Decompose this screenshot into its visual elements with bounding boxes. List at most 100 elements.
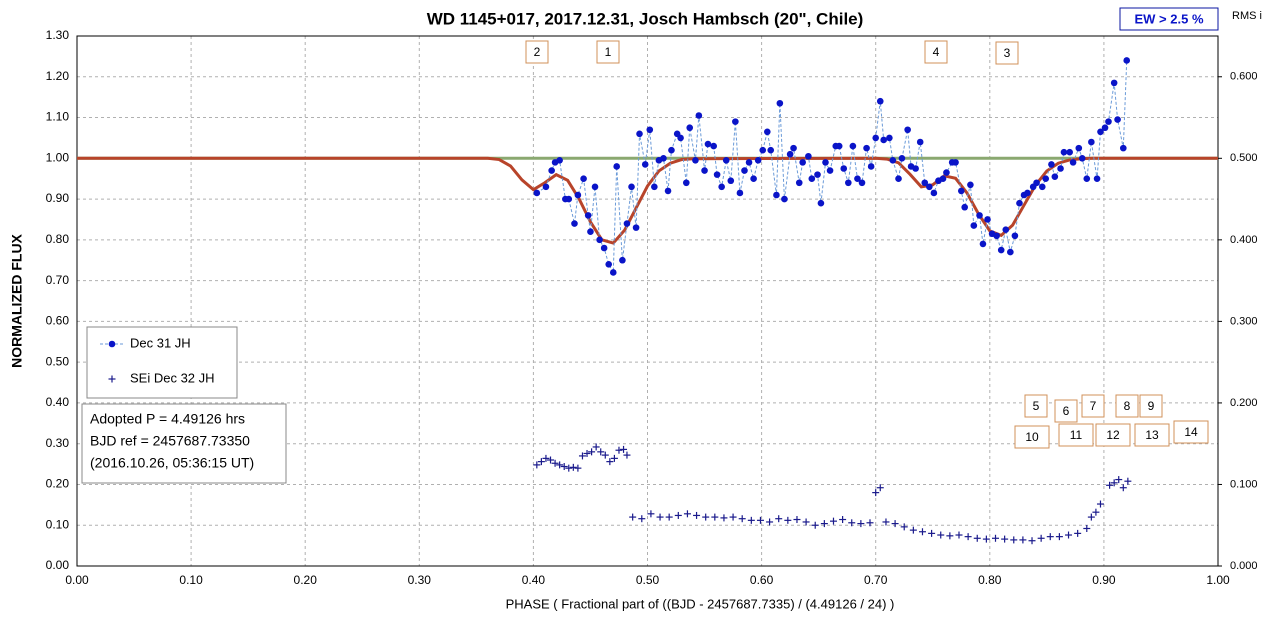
point bbox=[556, 157, 563, 164]
point bbox=[984, 216, 991, 223]
point bbox=[1083, 175, 1091, 182]
point bbox=[711, 513, 719, 521]
annotation-box bbox=[995, 41, 1019, 65]
annotation: 12 bbox=[1106, 428, 1120, 442]
annotation: 13 bbox=[1145, 428, 1159, 442]
point bbox=[921, 179, 929, 187]
point bbox=[584, 212, 592, 219]
legend-box bbox=[86, 326, 238, 399]
point bbox=[574, 191, 582, 199]
y2-tick-label: 0.400 bbox=[1230, 234, 1258, 246]
point bbox=[597, 448, 605, 456]
point bbox=[1106, 481, 1114, 489]
annotation-box bbox=[1095, 423, 1131, 447]
point bbox=[1060, 148, 1068, 156]
point bbox=[957, 187, 965, 195]
y2-tick-label: 0.600 bbox=[1230, 71, 1258, 83]
annotation: 5 bbox=[1033, 399, 1040, 413]
point bbox=[912, 165, 919, 172]
point bbox=[704, 140, 712, 148]
point bbox=[1001, 535, 1009, 543]
point bbox=[982, 535, 990, 543]
point bbox=[1101, 124, 1109, 132]
y-axis-label: NORMALIZED FLUX bbox=[9, 233, 25, 367]
point bbox=[817, 199, 825, 207]
point bbox=[863, 144, 870, 152]
point bbox=[591, 183, 599, 191]
point bbox=[766, 518, 774, 526]
point bbox=[826, 167, 834, 174]
point bbox=[876, 484, 884, 492]
point bbox=[1119, 144, 1127, 152]
point bbox=[600, 244, 608, 252]
point bbox=[973, 534, 981, 542]
point bbox=[848, 519, 856, 527]
point bbox=[937, 531, 945, 539]
point bbox=[1057, 165, 1064, 172]
point bbox=[693, 511, 701, 519]
point bbox=[882, 518, 890, 526]
point bbox=[916, 138, 924, 146]
point bbox=[1002, 226, 1010, 233]
point bbox=[668, 146, 675, 154]
point bbox=[786, 150, 794, 158]
point bbox=[613, 163, 620, 170]
info-line: BJD ref = 2457687.73350 bbox=[90, 433, 250, 449]
point bbox=[997, 246, 1005, 254]
point bbox=[1075, 144, 1083, 152]
point bbox=[814, 171, 821, 178]
annotation: 10 bbox=[1025, 430, 1039, 444]
point bbox=[569, 463, 577, 471]
point bbox=[632, 224, 640, 231]
point bbox=[979, 240, 987, 248]
x-axis-label: PHASE ( Fractional part of ((BJD - 24576… bbox=[506, 596, 895, 611]
point bbox=[891, 520, 899, 528]
point bbox=[677, 134, 684, 142]
point bbox=[651, 183, 658, 191]
point bbox=[1010, 536, 1018, 544]
info-line: Adopted P = 4.49126 hrs bbox=[90, 411, 245, 427]
point bbox=[858, 179, 866, 187]
point bbox=[610, 454, 618, 462]
info-box bbox=[81, 403, 287, 484]
point bbox=[1033, 179, 1040, 187]
point bbox=[799, 159, 806, 166]
point bbox=[683, 510, 691, 518]
point bbox=[943, 169, 950, 176]
point bbox=[1119, 484, 1127, 492]
badge-box bbox=[1119, 7, 1219, 31]
point bbox=[793, 516, 801, 524]
x-tick-label: 0.20 bbox=[294, 573, 318, 587]
point bbox=[784, 516, 792, 524]
y2-tick-label: 0.500 bbox=[1230, 152, 1258, 164]
model-curve bbox=[77, 156, 1218, 245]
point bbox=[656, 513, 664, 521]
point bbox=[759, 146, 767, 154]
annotation-box bbox=[1134, 423, 1170, 447]
point bbox=[872, 489, 880, 497]
point bbox=[773, 191, 780, 199]
info-line: (2016.10.26, 05:36:15 UT) bbox=[90, 455, 254, 471]
point bbox=[840, 165, 848, 172]
point bbox=[1051, 173, 1059, 180]
annotation-box bbox=[1081, 394, 1105, 418]
x-tick-label: 0.30 bbox=[408, 573, 432, 587]
point bbox=[718, 183, 725, 191]
point bbox=[542, 183, 550, 191]
y2-title: RMS i bbox=[1232, 10, 1262, 22]
y2-tick-label: 0.200 bbox=[1230, 397, 1258, 409]
point bbox=[620, 445, 628, 453]
annotation-box bbox=[1054, 399, 1078, 423]
point bbox=[845, 179, 852, 187]
annotation-box bbox=[1115, 394, 1139, 418]
point bbox=[1083, 524, 1091, 532]
annotation-box bbox=[1139, 394, 1163, 418]
legend-label: SEi Dec 32 JH bbox=[130, 370, 215, 385]
point bbox=[682, 179, 690, 187]
y-tick-label: 0.60 bbox=[46, 314, 70, 328]
point bbox=[1046, 533, 1054, 541]
point bbox=[1055, 533, 1063, 541]
y2-tick-label: 0.000 bbox=[1230, 560, 1258, 572]
point bbox=[1123, 57, 1131, 64]
